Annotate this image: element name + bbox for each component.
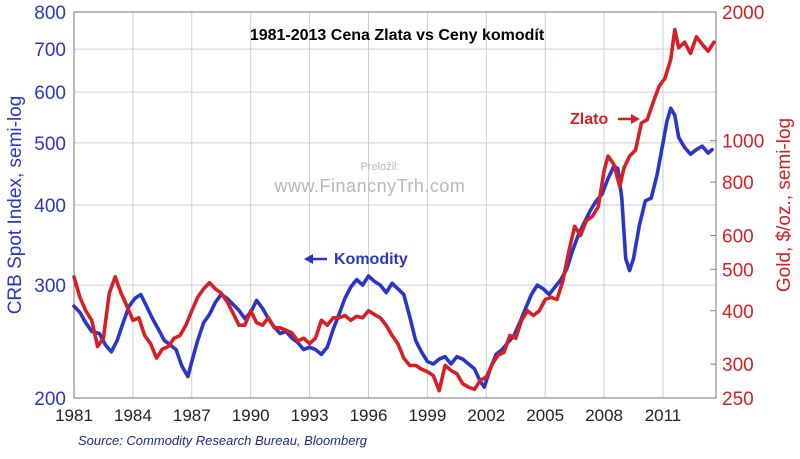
x-tick-label: 1981 — [55, 406, 93, 425]
x-tick-label: 1987 — [173, 406, 211, 425]
y-right-tick-label: 500 — [722, 260, 754, 281]
x-tick-label: 1984 — [114, 406, 152, 425]
y-right-tick-label: 800 — [722, 173, 754, 194]
y-left-tick-label: 200 — [34, 389, 66, 410]
y-right-axis-label: Gold, $/oz., semi-log — [774, 118, 795, 292]
annotation-label-zlato: Zlato — [570, 111, 608, 128]
y-left-tick-label: 600 — [34, 83, 66, 104]
chart-axes: 1981 1984 1987 1990 1993 1996 1999 2002 2005 2008… — [5, 3, 795, 425]
x-tick-label: 2011 — [645, 406, 682, 425]
annotation-zlato: Zlato — [570, 111, 640, 128]
x-tick-label: 2008 — [585, 406, 623, 425]
y-left-tick-label: 800 — [34, 3, 66, 24]
annotation-komodity: Komodity — [304, 251, 408, 268]
y-right-tick-label: 600 — [722, 226, 754, 247]
plot-frame — [73, 11, 717, 399]
y-right-tick-label: 250 — [722, 389, 754, 410]
chart-source: Source: Commodity Research Bureau, Bloom… — [78, 433, 368, 448]
series-line-zlato — [72, 27, 716, 393]
y-right-tick-label: 300 — [722, 355, 754, 376]
annotation-label-komodity: Komodity — [334, 251, 408, 268]
y-left-axis-label: CRB Spot Index, semi-log — [5, 96, 26, 315]
y-right-tick-label: 1000 — [722, 132, 764, 153]
x-tick-label: 1996 — [350, 406, 388, 425]
x-tick-label: 1990 — [232, 406, 270, 425]
watermark-url: www.FinancnyTrh.com — [274, 176, 466, 196]
y-right-tick-label: 400 — [722, 302, 754, 323]
x-tick-label: 2002 — [467, 406, 505, 425]
x-tick-label: 1993 — [291, 406, 329, 425]
chart-series — [72, 27, 716, 393]
y-left-tick-label: 400 — [34, 196, 66, 217]
annotation-arrowhead-left-icon — [304, 254, 313, 264]
y-left-tick-label: 300 — [34, 276, 66, 297]
x-tick-label: 1999 — [408, 406, 446, 425]
y-left-tick-label: 500 — [34, 134, 66, 155]
y-left-tick-label: 700 — [34, 40, 66, 61]
annotation-arrowhead-right-icon — [631, 114, 640, 124]
chart-title: 1981-2013 Cena Zlata vs Ceny komodít — [250, 27, 545, 44]
y-right-tick-label: 2000 — [722, 3, 764, 24]
x-tick-label: 2005 — [526, 406, 564, 425]
watermark-label: Preložil: — [360, 161, 399, 173]
